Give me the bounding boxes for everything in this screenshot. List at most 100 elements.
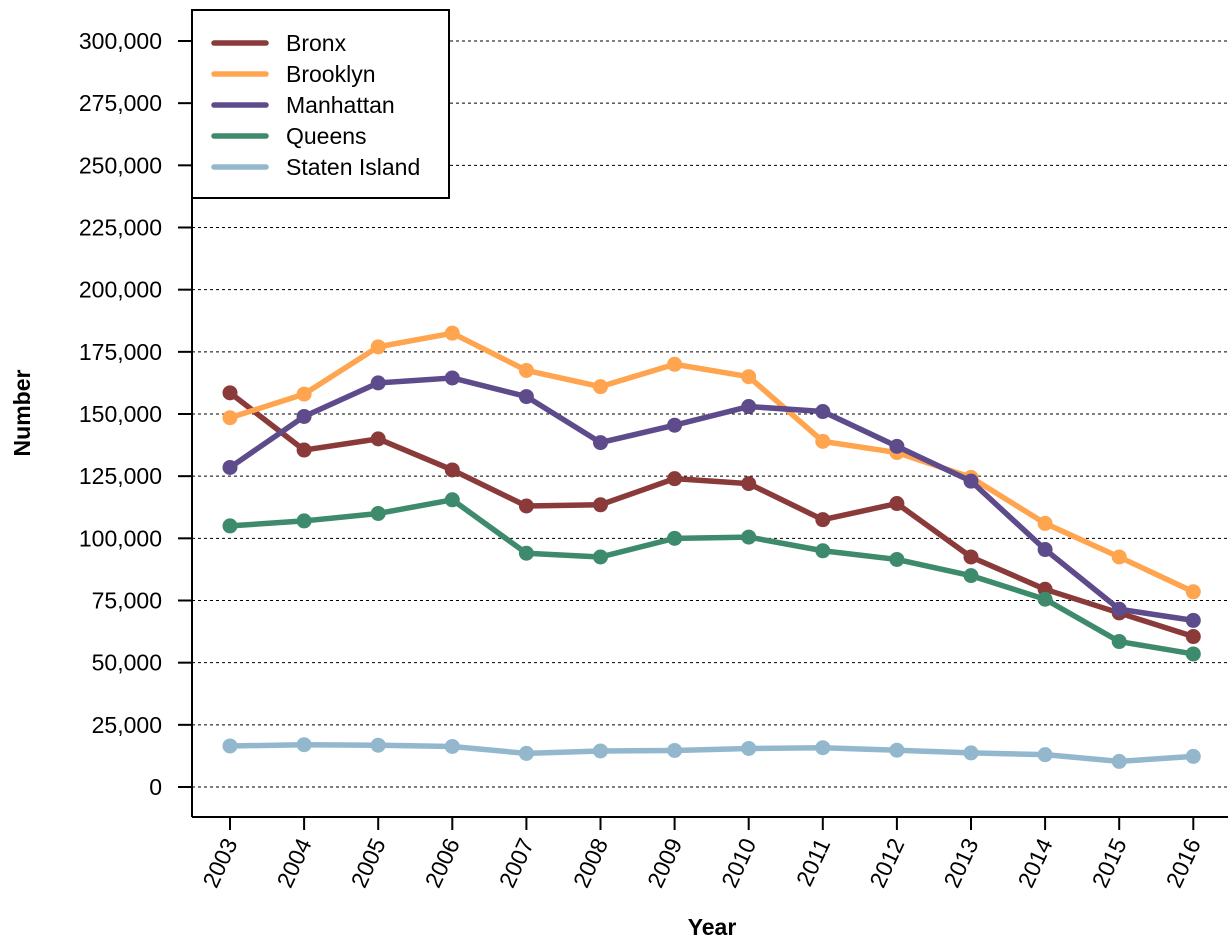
data-point-bronx <box>370 431 386 447</box>
data-point-brooklyn <box>1037 515 1053 531</box>
y-tick-label: 225,000 <box>79 215 162 241</box>
data-point-manhattan <box>593 435 608 451</box>
legend-label-brooklyn: Brooklyn <box>286 61 375 87</box>
data-point-brooklyn <box>370 339 386 355</box>
data-point-staten-island <box>1185 748 1201 764</box>
series-line-manhattan <box>227 375 1197 624</box>
legend-label-bronx: Bronx <box>286 30 347 56</box>
series-line-queens <box>227 497 1197 657</box>
data-point-queens <box>1185 646 1201 662</box>
data-point-manhattan <box>963 473 979 489</box>
data-point-queens <box>370 505 386 521</box>
data-point-queens <box>222 518 238 534</box>
series-bronx <box>222 385 1201 645</box>
x-tick-label: 2005 <box>346 834 391 891</box>
x-tick-label: 2013 <box>938 834 983 891</box>
data-point-brooklyn <box>741 369 757 385</box>
series-line-staten-island <box>227 741 1197 765</box>
data-point-brooklyn <box>518 362 534 378</box>
data-point-bronx <box>296 442 312 458</box>
y-tick-label: 150,000 <box>79 401 162 427</box>
y-tick-label: 75,000 <box>92 588 162 614</box>
data-point-bronx <box>222 385 238 401</box>
data-point-bronx <box>518 498 534 514</box>
data-point-staten-island <box>444 738 460 754</box>
data-point-queens <box>296 513 312 529</box>
y-tick-label: 275,000 <box>79 90 162 116</box>
y-axis-title: Number <box>9 370 35 457</box>
data-point-queens <box>963 568 979 584</box>
data-point-brooklyn <box>444 325 460 341</box>
legend-label-staten-island: Staten Island <box>286 154 420 180</box>
data-point-staten-island <box>593 743 608 759</box>
data-point-brooklyn <box>1111 549 1127 565</box>
data-point-manhattan <box>296 408 312 424</box>
data-point-manhattan <box>667 417 683 433</box>
data-point-queens <box>667 530 683 546</box>
data-point-bronx <box>444 462 460 478</box>
data-point-staten-island <box>296 737 312 753</box>
data-point-staten-island <box>1111 753 1127 769</box>
x-tick-label: 2012 <box>864 834 909 891</box>
x-tick-label: 2004 <box>271 834 316 892</box>
data-point-bronx <box>593 497 608 513</box>
data-point-manhattan <box>370 375 386 391</box>
x-tick-label: 2009 <box>642 834 687 891</box>
data-point-brooklyn <box>815 433 831 449</box>
y-tick-labels: 0 25,000 50,000 75,000 100,000 125,000 150,000… <box>79 28 192 800</box>
data-point-bronx <box>889 496 905 512</box>
x-tick-label: 2008 <box>568 834 613 891</box>
legend: Bronx Brooklyn Manhattan Queens Staten Islan… <box>191 9 450 199</box>
data-point-staten-island <box>518 745 534 761</box>
x-tick-label: 2015 <box>1087 834 1132 891</box>
data-point-staten-island <box>667 742 683 758</box>
x-tick-label: 2011 <box>791 834 835 890</box>
x-tick-label: 2003 <box>197 834 242 891</box>
data-point-manhattan <box>1037 542 1053 558</box>
data-point-bronx <box>1185 629 1201 645</box>
x-tick-labels: 2003 2004 2005 2006 2007 2008 2009 2010 2011 2012… <box>197 817 1206 892</box>
legend-label-manhattan: Manhattan <box>286 92 395 118</box>
data-point-queens <box>815 543 831 559</box>
data-point-staten-island <box>741 740 757 756</box>
data-point-staten-island <box>815 740 831 756</box>
y-tick-label: 250,000 <box>79 152 162 178</box>
y-tick-label: 300,000 <box>79 28 162 54</box>
data-point-bronx <box>963 549 979 565</box>
data-point-bronx <box>741 476 757 492</box>
series-group <box>222 325 1201 769</box>
y-tick-label: 100,000 <box>79 525 162 551</box>
data-point-brooklyn <box>1185 584 1201 600</box>
data-point-manhattan <box>889 438 905 454</box>
y-tick-label: 50,000 <box>92 650 162 676</box>
data-point-queens <box>889 551 905 567</box>
data-point-manhattan <box>1111 601 1127 617</box>
data-point-manhattan <box>1185 612 1201 628</box>
data-point-staten-island <box>222 738 238 754</box>
data-point-manhattan <box>815 404 831 420</box>
data-point-queens <box>1111 634 1127 650</box>
data-point-brooklyn <box>667 356 683 372</box>
data-point-manhattan <box>518 389 534 405</box>
x-tick-label: 2010 <box>716 834 761 891</box>
x-tick-label: 2016 <box>1161 834 1206 891</box>
series-staten-island <box>222 737 1201 769</box>
y-tick-label: 200,000 <box>79 277 162 303</box>
data-point-queens <box>444 492 460 508</box>
data-point-brooklyn <box>593 379 608 395</box>
data-point-staten-island <box>963 745 979 761</box>
data-point-queens <box>1037 591 1053 607</box>
legend-label-queens: Queens <box>286 123 367 149</box>
x-tick-label: 2014 <box>1012 834 1057 892</box>
data-point-bronx <box>815 512 831 528</box>
x-tick-label: 2006 <box>420 834 465 891</box>
data-point-queens <box>593 549 608 565</box>
x-tick-label: 2007 <box>494 834 539 891</box>
y-tick-label: 175,000 <box>79 339 162 365</box>
series-line-brooklyn <box>227 330 1197 595</box>
x-axis-title: Year <box>688 914 737 939</box>
data-point-queens <box>741 529 757 545</box>
y-tick-label: 125,000 <box>79 463 162 489</box>
data-point-manhattan <box>444 370 460 386</box>
